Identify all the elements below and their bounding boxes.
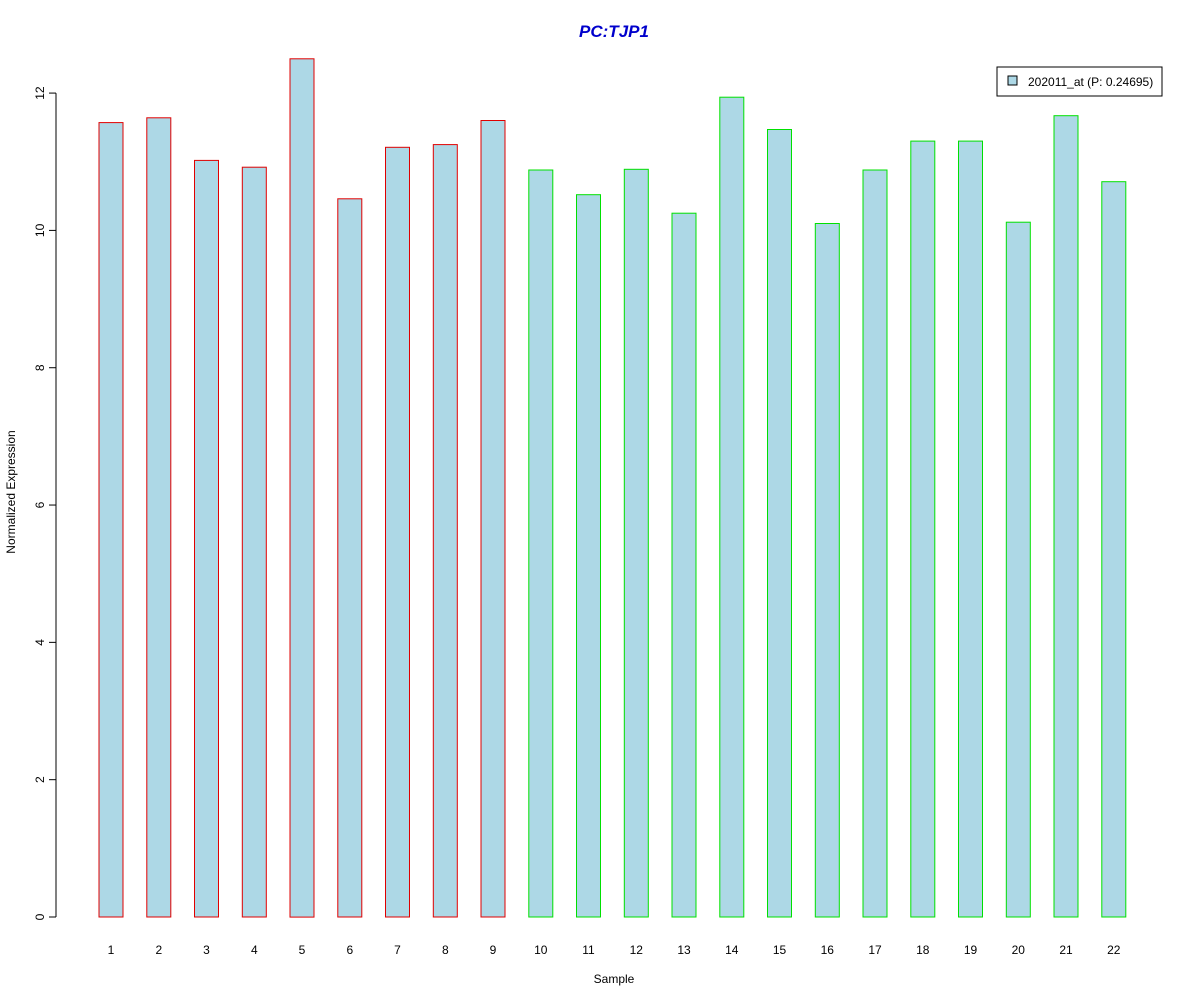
x-tick-label: 2 <box>155 943 162 957</box>
x-tick-labels: 1 2 3 4 5 6 7 8 9 10 11 12 13 14 15 16 17 18 19 20 21 22 <box>108 943 1121 957</box>
bar-sample-15 <box>767 129 792 918</box>
bar-sample-17 <box>862 169 888 918</box>
x-axis-label: Sample <box>594 972 635 986</box>
legend-swatch <box>1007 75 1018 86</box>
bar-sample-4 <box>241 166 267 918</box>
y-tick-label: 6 <box>33 501 47 508</box>
bar-sample-9 <box>480 120 506 918</box>
bar-sample-12 <box>623 168 649 918</box>
legend-box <box>996 66 1163 97</box>
bar-sample-13 <box>671 212 697 918</box>
bar-sample-18 <box>910 140 936 918</box>
x-tick-label: 8 <box>442 943 449 957</box>
x-tick-label: 18 <box>916 943 930 957</box>
bars <box>98 58 1127 918</box>
x-tick-label: 21 <box>1059 943 1073 957</box>
x-tick-label: 5 <box>299 943 306 957</box>
x-tick-label: 22 <box>1107 943 1121 957</box>
bar-sample-16 <box>814 223 840 918</box>
x-tick-label: 12 <box>630 943 644 957</box>
bar-sample-1 <box>98 122 124 918</box>
x-tick-label: 4 <box>251 943 258 957</box>
x-tick-label: 13 <box>677 943 691 957</box>
x-tick-label: 19 <box>964 943 978 957</box>
bar-sample-2 <box>146 117 172 918</box>
legend-label: 202011_at (P: 0.24695) <box>1028 75 1153 89</box>
y-tick-label: 0 <box>33 913 47 920</box>
bar-sample-22 <box>1101 181 1127 918</box>
chart-title: PC:TJP1 <box>579 22 649 41</box>
bar-sample-10 <box>528 169 554 918</box>
bar-sample-7 <box>385 146 410 918</box>
x-tick-label: 3 <box>203 943 210 957</box>
x-tick-label: 1 <box>108 943 115 957</box>
y-tick-label: 10 <box>33 223 47 237</box>
x-tick-label: 14 <box>725 943 739 957</box>
x-tick-label: 11 <box>582 943 595 957</box>
x-tick-label: 15 <box>773 943 787 957</box>
y-tick-label: 8 <box>33 364 47 371</box>
y-axis: 0 2 4 6 8 10 12 <box>33 86 57 920</box>
x-tick-label: 20 <box>1012 943 1026 957</box>
x-tick-label: 17 <box>868 943 882 957</box>
x-tick-label: 16 <box>821 943 835 957</box>
legend: 202011_at (P: 0.24695) <box>996 66 1163 97</box>
bar-sample-21 <box>1053 115 1079 918</box>
bar-sample-8 <box>432 144 458 918</box>
bar-sample-3 <box>194 159 219 918</box>
bar-sample-5 <box>289 58 315 918</box>
x-tick-label: 7 <box>394 943 401 957</box>
x-tick-label: 6 <box>346 943 353 957</box>
bar-sample-20 <box>1005 221 1031 918</box>
bar-sample-19 <box>958 140 983 918</box>
x-tick-label: 10 <box>534 943 548 957</box>
y-tick-label: 12 <box>33 86 47 100</box>
y-tick-label: 4 <box>33 639 47 646</box>
bar-sample-14 <box>719 96 745 918</box>
y-tick-label: 2 <box>33 776 47 783</box>
bar-sample-6 <box>337 198 363 918</box>
bar-sample-11 <box>576 194 601 918</box>
y-axis-label: Normalized Expression <box>4 430 18 553</box>
x-tick-label: 9 <box>490 943 497 957</box>
